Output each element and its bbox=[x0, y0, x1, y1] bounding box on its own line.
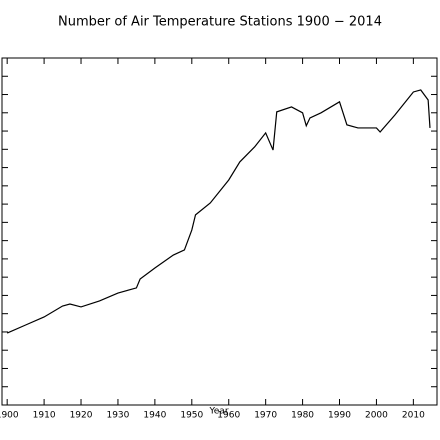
chart-title: Number of Air Temperature Stations 1900 … bbox=[58, 15, 382, 30]
data-line bbox=[6, 89, 431, 334]
x-tick-label: 2000 bbox=[365, 411, 388, 421]
plot-frame bbox=[1, 57, 438, 406]
x-tick-label: 1990 bbox=[328, 411, 351, 421]
x-tick-label: 1940 bbox=[143, 411, 166, 421]
x-tick-label: 1950 bbox=[180, 411, 203, 421]
x-tick-label: 2010 bbox=[402, 411, 425, 421]
x-tick-label: 1980 bbox=[291, 411, 314, 421]
x-tick-label: 1930 bbox=[106, 411, 129, 421]
x-tick-label: 1970 bbox=[254, 411, 277, 421]
x-tick-label: 1910 bbox=[33, 411, 56, 421]
x-axis-label: Year bbox=[208, 407, 228, 417]
x-tick-label: 1920 bbox=[70, 411, 93, 421]
x-tick-label: 1900 bbox=[0, 411, 19, 421]
x-tick-label: 1960 bbox=[217, 411, 240, 421]
